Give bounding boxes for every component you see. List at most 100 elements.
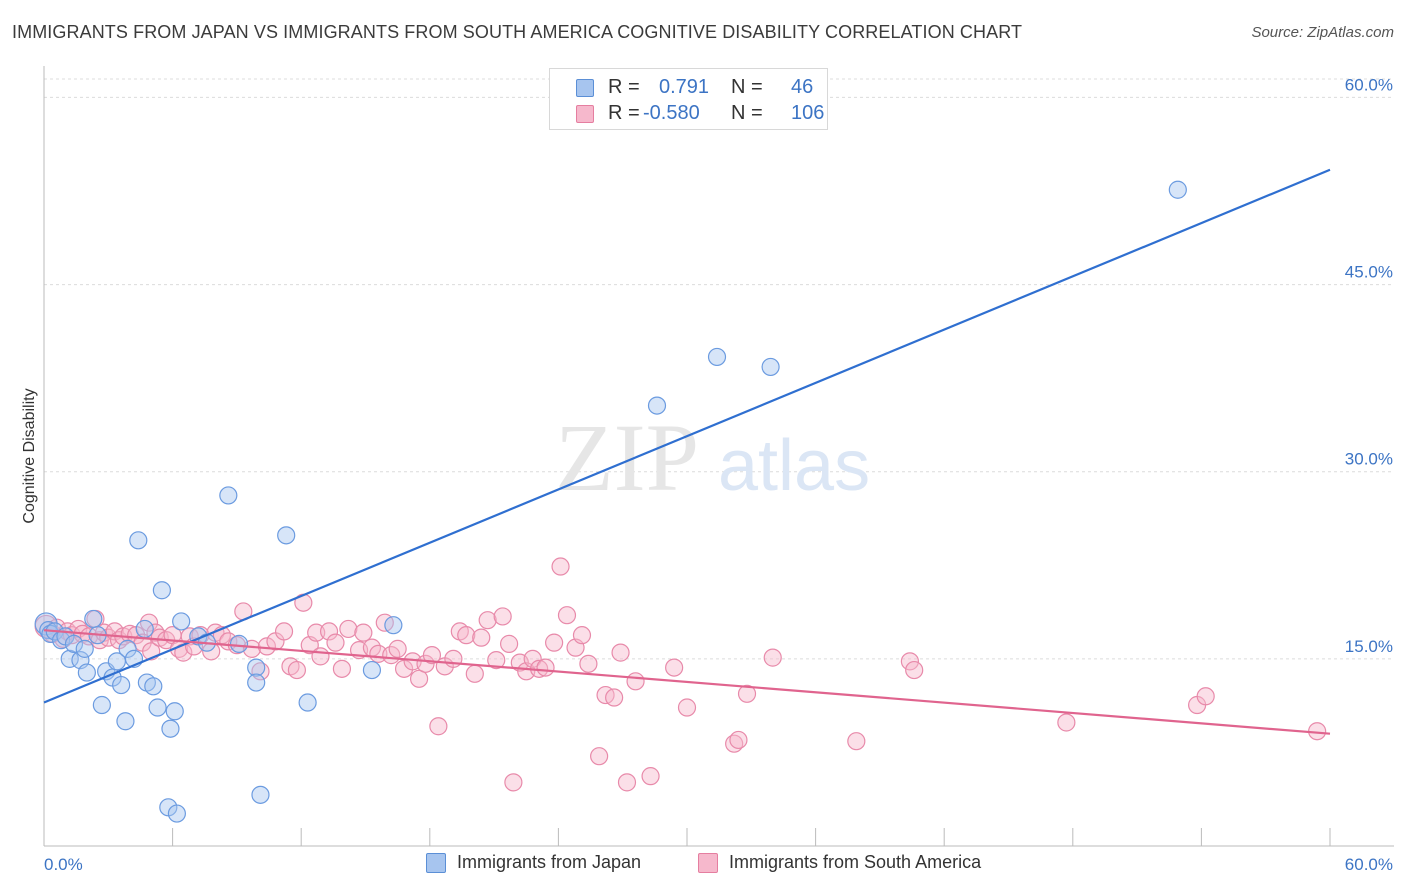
data-point	[472, 628, 491, 647]
data-point	[129, 531, 148, 550]
trend-line	[43, 168, 1331, 704]
data-point	[161, 719, 180, 738]
legend-r-label: R =	[608, 102, 640, 124]
data-point	[332, 659, 352, 678]
data-point	[478, 611, 497, 630]
y-tick-label: 60.0%	[1345, 75, 1393, 94]
data-point	[148, 698, 167, 717]
x-tick-label: 0.0%	[44, 855, 83, 874]
data-point	[737, 684, 757, 703]
data-point	[167, 804, 186, 823]
data-point	[274, 622, 294, 641]
watermark-zip: ZIP	[555, 404, 699, 511]
data-point	[298, 693, 317, 712]
trend-lines	[43, 168, 1331, 735]
data-point	[34, 612, 58, 636]
bottom-legend-label-japan: Immigrants from Japan	[457, 852, 642, 872]
data-point	[900, 652, 920, 671]
data-point	[504, 773, 523, 792]
data-point	[590, 747, 609, 766]
data-point	[729, 730, 748, 750]
data-point	[409, 669, 429, 688]
data-point	[84, 609, 103, 629]
data-point	[647, 396, 667, 415]
tick-labels: 15.0% 30.0% 45.0% 60.0% 0.0% 60.0%	[44, 75, 1393, 874]
data-point	[339, 619, 358, 639]
data-point	[617, 773, 637, 792]
data-point	[388, 639, 407, 658]
data-point	[465, 664, 484, 683]
data-point	[219, 486, 238, 505]
data-point	[326, 633, 345, 652]
data-point	[287, 660, 307, 680]
data-point	[1057, 713, 1076, 732]
legend-n-value: 46	[791, 76, 814, 98]
bottom-legend-swatch-south-america	[698, 853, 718, 873]
data-point	[144, 677, 163, 696]
legend-r-value: -0.580	[643, 102, 700, 124]
data-point	[626, 672, 645, 691]
data-point	[444, 649, 463, 668]
legend-n-value: 106	[791, 102, 825, 124]
data-point	[354, 623, 373, 642]
data-point	[761, 357, 780, 377]
data-point	[457, 626, 476, 645]
watermark-atlas: atlas	[718, 426, 870, 506]
data-point	[707, 347, 727, 367]
data-point	[172, 612, 191, 631]
data-point	[319, 622, 339, 641]
data-point	[677, 698, 697, 717]
data-point	[500, 634, 519, 653]
data-point	[311, 647, 330, 666]
data-point	[487, 651, 506, 670]
y-tick-label: 45.0%	[1345, 263, 1393, 282]
data-point	[251, 785, 270, 804]
x-tick-label: 60.0%	[1345, 855, 1393, 874]
data-point	[1196, 687, 1215, 706]
series-south-america-points	[34, 557, 1327, 792]
y-tick-label: 15.0%	[1345, 637, 1393, 656]
data-point	[557, 606, 577, 625]
data-point	[536, 658, 555, 677]
data-point	[362, 660, 382, 680]
data-point	[229, 634, 249, 653]
data-point	[247, 673, 266, 692]
data-point	[152, 581, 171, 600]
data-point	[763, 648, 782, 667]
data-point	[307, 623, 326, 642]
data-point	[112, 675, 131, 695]
bottom-legend-swatch-japan	[426, 853, 446, 873]
data-point	[641, 767, 660, 786]
y-tick-label: 30.0%	[1345, 450, 1393, 469]
legend-swatch-japan	[576, 79, 594, 97]
data-point	[77, 663, 96, 682]
data-point	[847, 732, 866, 751]
data-point	[665, 658, 684, 677]
legend-r-label: R =	[608, 76, 640, 98]
data-point	[422, 646, 442, 665]
data-point	[92, 695, 111, 715]
data-point	[116, 712, 135, 731]
watermark: ZIP atlas	[555, 404, 870, 511]
legend-n-label: N =	[731, 102, 763, 124]
data-point	[429, 717, 448, 736]
data-point	[135, 619, 154, 639]
data-point	[64, 634, 84, 653]
legend-r-value: 0.791	[659, 76, 710, 98]
data-point	[523, 649, 542, 668]
data-point	[118, 639, 137, 658]
data-point	[611, 643, 630, 662]
data-point	[277, 526, 296, 545]
data-point	[247, 658, 266, 677]
data-point	[1168, 180, 1187, 199]
bottom-legend-label-south-america: Immigrants from South America	[729, 852, 982, 872]
series-japan-points	[34, 180, 1187, 823]
data-point	[165, 702, 184, 721]
data-point	[605, 688, 624, 707]
legend: R = 0.791 N = 46 R = -0.580 N = 106	[549, 68, 828, 130]
chart-title: IMMIGRANTS FROM JAPAN VS IMMIGRANTS FROM…	[12, 22, 1023, 42]
source-label: Source: ZipAtlas.com	[1251, 24, 1394, 41]
legend-n-label: N =	[731, 76, 763, 98]
legend-swatch-south-america	[576, 105, 594, 123]
